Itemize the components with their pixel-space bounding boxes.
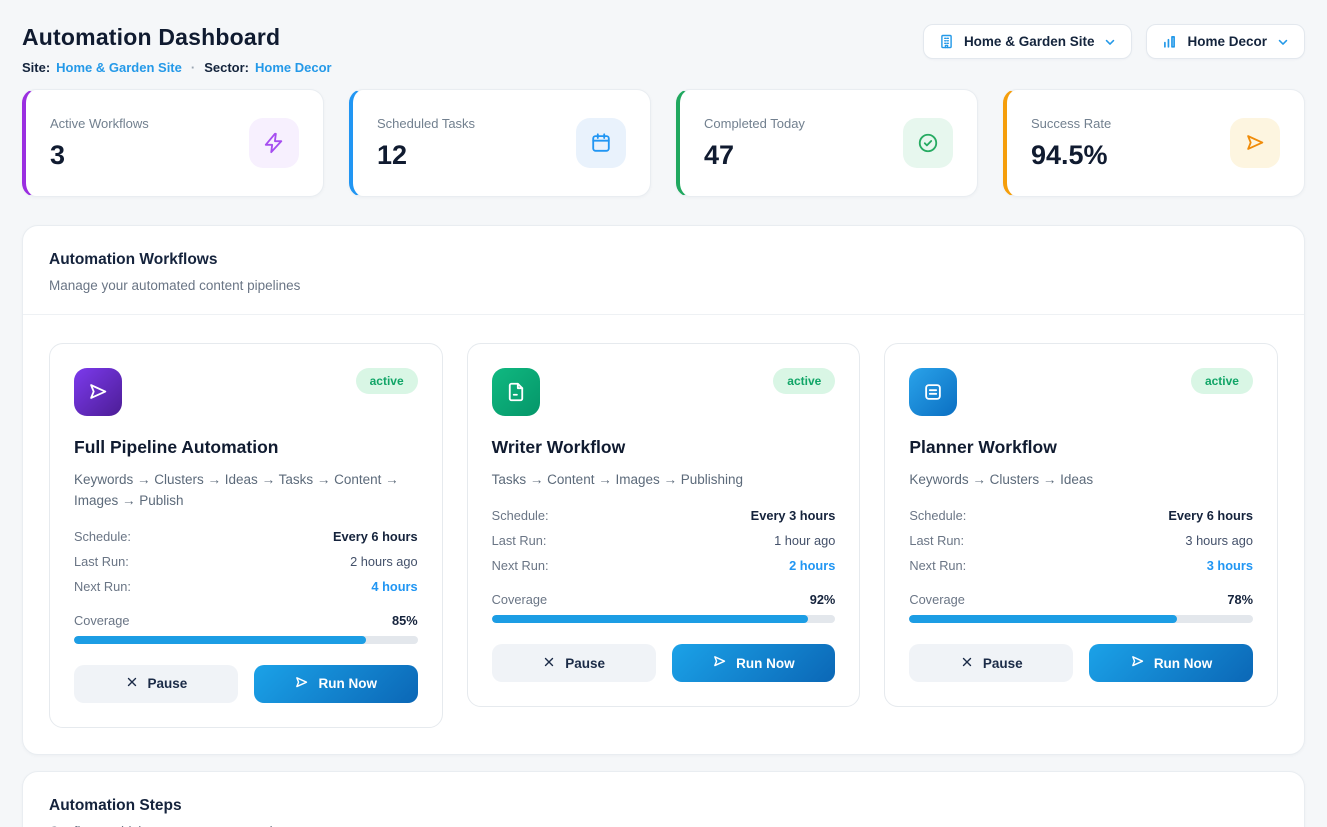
stat-value: 12 — [377, 139, 408, 170]
workflow-card-planner: active Planner Workflow Keywords → Clust… — [884, 343, 1278, 707]
send-icon — [74, 368, 122, 416]
coverage-block: Coverage 92% — [491, 592, 836, 623]
workflow-pipeline: Keywords → Clusters → Ideas — [909, 472, 1094, 487]
stats-row: Active Workflows 3 Scheduled Tasks 12 — [22, 89, 1305, 197]
sector-selector-dropdown[interactable]: Home Decor — [1146, 24, 1305, 59]
run-now-button[interactable]: Run Now — [1089, 644, 1253, 682]
site-label: Site: — [22, 60, 51, 75]
page-header: Automation Dashboard Site: Home & Garden… — [22, 24, 1305, 75]
workflows-subtitle: Manage your automated content pipelines — [49, 278, 301, 293]
sector-link[interactable]: Home Decor — [255, 60, 332, 75]
coverage-progress-fill — [491, 615, 808, 623]
stat-card-scheduled-tasks: Scheduled Tasks 12 — [349, 89, 651, 197]
chevron-down-icon — [1103, 35, 1117, 49]
list-icon — [909, 368, 958, 416]
steps-title: Automation Steps — [49, 796, 182, 814]
schedule-row: Schedule: Every 6 hours — [909, 508, 1253, 523]
coverage-percent: 85% — [392, 612, 418, 628]
send-icon — [1130, 654, 1145, 672]
workflow-name: Planner Workflow — [909, 437, 1057, 457]
stat-card-success-rate: Success Rate 94.5% — [1003, 89, 1305, 197]
workflows-title: Automation Workflows — [49, 251, 218, 268]
last-run-row: Last Run: 1 hour ago — [491, 533, 836, 548]
close-icon — [542, 655, 556, 672]
building-icon — [938, 33, 955, 50]
stat-value: 47 — [704, 139, 735, 170]
stat-label: Success Rate — [1031, 115, 1112, 131]
coverage-block: Coverage 85% — [74, 613, 418, 644]
site-link[interactable]: Home & Garden Site — [56, 60, 182, 75]
page-title: Automation Dashboard — [22, 24, 281, 50]
stat-label: Active Workflows — [50, 115, 149, 131]
status-badge: active — [355, 368, 418, 394]
workflows-panel: Automation Workflows Manage your automat… — [22, 225, 1305, 755]
document-icon — [491, 368, 540, 416]
stat-label: Scheduled Tasks — [377, 115, 476, 131]
next-run-row: Next Run: 4 hours — [74, 578, 418, 594]
coverage-block: Coverage 78% — [909, 592, 1253, 623]
coverage-percent: 92% — [809, 592, 836, 607]
stat-card-completed-today: Completed Today 47 — [676, 89, 978, 197]
schedule-row: Schedule: Every 3 hours — [491, 508, 836, 523]
pause-button[interactable]: Pause — [909, 644, 1074, 682]
lightning-icon — [249, 118, 299, 168]
site-selector-label: Home & Garden Site — [963, 34, 1095, 49]
calendar-icon — [576, 118, 626, 168]
coverage-progress-bar — [74, 635, 418, 644]
steps-subtitle: Configure which steps are automated — [49, 824, 1278, 827]
status-badge: active — [1190, 368, 1253, 394]
workflow-card-full-pipeline: active Full Pipeline Automation Keywords… — [49, 343, 443, 728]
coverage-progress-fill — [909, 615, 1178, 623]
close-icon — [960, 655, 974, 672]
pause-button[interactable]: Pause — [491, 644, 656, 682]
automation-steps-panel: Automation Steps Configure which steps a… — [22, 770, 1305, 827]
coverage-progress-bar — [491, 615, 836, 623]
header-selectors: Home & Garden Site Home Decor — [922, 24, 1305, 59]
run-now-button[interactable]: Run Now — [671, 644, 836, 682]
sector-selector-label: Home Decor — [1187, 34, 1267, 49]
coverage-progress-fill — [74, 635, 367, 644]
site-selector-dropdown[interactable]: Home & Garden Site — [922, 24, 1133, 59]
pause-button[interactable]: Pause — [74, 664, 238, 703]
last-run-row: Last Run: 2 hours ago — [74, 553, 418, 569]
workflow-pipeline: Tasks → Content → Images → Publishing — [491, 472, 744, 487]
workflow-name: Writer Workflow — [491, 437, 626, 457]
send-icon — [294, 675, 309, 693]
status-badge: active — [773, 368, 836, 394]
breadcrumb: Site: Home & Garden Site · Sector: Home … — [22, 60, 332, 75]
coverage-percent: 78% — [1227, 592, 1253, 607]
sector-label: Sector: — [204, 60, 250, 75]
breadcrumb-separator: · — [190, 60, 196, 75]
stat-value: 3 — [50, 139, 66, 170]
workflow-pipeline: Keywords → Clusters → Ideas → Tasks → Co… — [74, 472, 399, 508]
check-circle-icon — [903, 118, 953, 168]
workflow-card-writer: active Writer Workflow Tasks → Content →… — [466, 343, 861, 707]
next-run-row: Next Run: 3 hours — [909, 558, 1253, 573]
header-left: Automation Dashboard Site: Home & Garden… — [22, 24, 332, 75]
workflow-name: Full Pipeline Automation — [74, 437, 279, 457]
next-run-row: Next Run: 2 hours — [491, 558, 836, 573]
last-run-row: Last Run: 3 hours ago — [909, 533, 1253, 548]
chevron-down-icon — [1276, 35, 1290, 49]
close-icon — [125, 675, 139, 692]
schedule-row: Schedule: Every 6 hours — [74, 528, 418, 544]
workflows-panel-header: Automation Workflows Manage your automat… — [23, 226, 1304, 315]
send-icon — [712, 654, 727, 672]
stat-label: Completed Today — [704, 115, 805, 131]
coverage-progress-bar — [909, 615, 1253, 623]
bar-chart-icon — [1161, 33, 1178, 50]
send-icon — [1230, 118, 1280, 168]
stat-card-active-workflows: Active Workflows 3 — [22, 89, 324, 197]
run-now-button[interactable]: Run Now — [253, 664, 418, 703]
workflows-grid: active Full Pipeline Automation Keywords… — [23, 315, 1304, 754]
stat-value: 94.5% — [1031, 139, 1108, 170]
